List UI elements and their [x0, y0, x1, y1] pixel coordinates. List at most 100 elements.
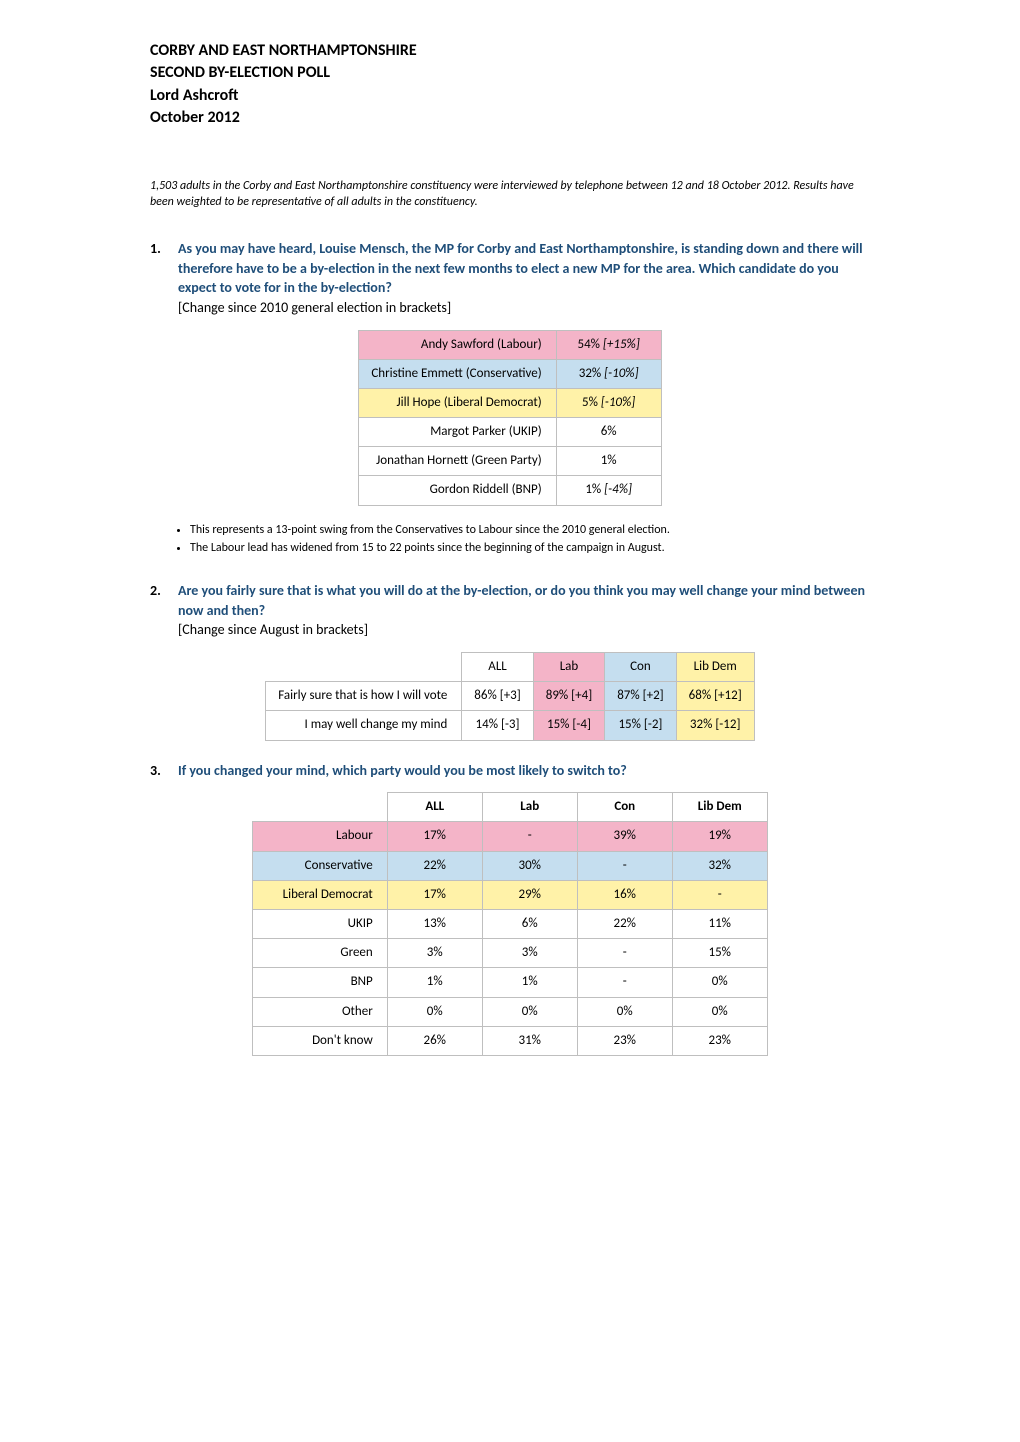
candidate-cell: Andy Sawford (Labour)	[359, 330, 556, 359]
q1-results-table: Andy Sawford (Labour)54% [+15%]Christine…	[358, 330, 661, 506]
table-row: Conservative22%30%-32%	[253, 851, 768, 880]
value-cell: 17%	[387, 822, 482, 851]
value-cell: 1%	[556, 447, 661, 476]
bullet-item: This represents a 13-point swing from th…	[190, 522, 870, 539]
value-cell: 32% [-12]	[676, 711, 754, 740]
value-cell: 15% [-2]	[605, 711, 676, 740]
row-label-cell: Green	[253, 939, 388, 968]
value-cell: -	[672, 880, 767, 909]
row-label-cell: Labour	[253, 822, 388, 851]
q1-bullets: This represents a 13-point swing from th…	[190, 522, 870, 558]
value-cell: 30%	[482, 851, 577, 880]
subtitle-line-2: Lord Ashcroft	[150, 85, 870, 107]
column-header: Con	[577, 793, 672, 822]
table-row: Fairly sure that is how I will vote86% […	[266, 682, 754, 711]
question-number: 2.	[150, 581, 178, 640]
candidate-cell: Gordon Riddell (BNP)	[359, 476, 556, 505]
question-note: [Change since 2010 general election in b…	[178, 298, 870, 318]
q3-results-table: ALLLabConLib DemLabour17%-39%19%Conserva…	[252, 792, 768, 1056]
value-cell: 13%	[387, 909, 482, 938]
table-row: Andy Sawford (Labour)54% [+15%]	[359, 330, 661, 359]
value-cell: 0%	[387, 997, 482, 1026]
value-cell: 0%	[672, 997, 767, 1026]
candidate-cell: Jonathan Hornett (Green Party)	[359, 447, 556, 476]
row-label-cell: I may well change my mind	[266, 711, 462, 740]
value-cell: 23%	[577, 1026, 672, 1055]
table-row: Other0%0%0%0%	[253, 997, 768, 1026]
value-cell: 6%	[482, 909, 577, 938]
value-cell: 22%	[577, 909, 672, 938]
value-cell: 32% [-10%]	[556, 359, 661, 388]
table-row: BNP1%1%-0%	[253, 968, 768, 997]
value-cell: -	[577, 851, 672, 880]
value-cell: 39%	[577, 822, 672, 851]
value-cell: 0%	[577, 997, 672, 1026]
table-row: Margot Parker (UKIP)6%	[359, 418, 661, 447]
question-text: As you may have heard, Louise Mensch, th…	[178, 240, 863, 296]
candidate-cell: Christine Emmett (Conservative)	[359, 359, 556, 388]
question-number: 3.	[150, 761, 178, 781]
row-label-cell: UKIP	[253, 909, 388, 938]
value-cell: 17%	[387, 880, 482, 909]
value-cell: 22%	[387, 851, 482, 880]
row-label-cell: BNP	[253, 968, 388, 997]
value-cell: 15% [-4]	[533, 711, 604, 740]
value-cell: 26%	[387, 1026, 482, 1055]
table-row: Green3%3%-15%	[253, 939, 768, 968]
value-cell: 68% [+12]	[676, 682, 754, 711]
value-cell: -	[482, 822, 577, 851]
column-header: Lib Dem	[676, 653, 754, 682]
question-number: 1.	[150, 239, 178, 317]
table-row: Don't know26%31%23%23%	[253, 1026, 768, 1055]
question-1: 1. As you may have heard, Louise Mensch,…	[150, 239, 870, 317]
value-cell: 19%	[672, 822, 767, 851]
row-label-cell: Conservative	[253, 851, 388, 880]
row-label-cell: Liberal Democrat	[253, 880, 388, 909]
value-cell: 1%	[482, 968, 577, 997]
column-header	[266, 653, 462, 682]
methodology-note: 1,503 adults in the Corby and East North…	[150, 178, 870, 212]
table-row: Jill Hope (Liberal Democrat)5% [-10%]	[359, 388, 661, 417]
value-cell: 89% [+4]	[533, 682, 604, 711]
value-cell: 3%	[387, 939, 482, 968]
value-cell: 1%	[387, 968, 482, 997]
column-header: Con	[605, 653, 676, 682]
table-header-row: ALLLabConLib Dem	[253, 793, 768, 822]
table-row: Gordon Riddell (BNP)1% [-4%]	[359, 476, 661, 505]
value-cell: 16%	[577, 880, 672, 909]
column-header: Lab	[533, 653, 604, 682]
question-text: If you changed your mind, which party wo…	[178, 762, 627, 779]
column-header: ALL	[462, 653, 533, 682]
subtitle-line-1: SECOND BY-ELECTION POLL	[150, 62, 870, 84]
value-cell: 1% [-4%]	[556, 476, 661, 505]
document-header: CORBY AND EAST NORTHAMPTONSHIRE SECOND B…	[150, 40, 870, 130]
value-cell: 6%	[556, 418, 661, 447]
value-cell: 0%	[482, 997, 577, 1026]
column-header: ALL	[387, 793, 482, 822]
value-cell: 87% [+2]	[605, 682, 676, 711]
table-header-row: ALLLabConLib Dem	[266, 653, 754, 682]
column-header: Lab	[482, 793, 577, 822]
value-cell: 54% [+15%]	[556, 330, 661, 359]
table-row: Christine Emmett (Conservative)32% [-10%…	[359, 359, 661, 388]
subtitle-line-3: October 2012	[150, 107, 870, 129]
candidate-cell: Margot Parker (UKIP)	[359, 418, 556, 447]
question-note: [Change since August in brackets]	[178, 620, 870, 640]
q2-results-table: ALLLabConLib DemFairly sure that is how …	[265, 652, 754, 741]
table-row: Liberal Democrat17%29%16%-	[253, 880, 768, 909]
table-row: Jonathan Hornett (Green Party)1%	[359, 447, 661, 476]
column-header	[253, 793, 388, 822]
question-text: Are you fairly sure that is what you wil…	[178, 582, 865, 619]
value-cell: 0%	[672, 968, 767, 997]
table-row: UKIP13%6%22%11%	[253, 909, 768, 938]
value-cell: 29%	[482, 880, 577, 909]
column-header: Lib Dem	[672, 793, 767, 822]
value-cell: 14% [-3]	[462, 711, 533, 740]
row-label-cell: Don't know	[253, 1026, 388, 1055]
value-cell: 11%	[672, 909, 767, 938]
question-2: 2. Are you fairly sure that is what you …	[150, 581, 870, 640]
value-cell: 31%	[482, 1026, 577, 1055]
bullet-item: The Labour lead has widened from 15 to 2…	[190, 540, 870, 557]
value-cell: 5% [-10%]	[556, 388, 661, 417]
row-label-cell: Other	[253, 997, 388, 1026]
